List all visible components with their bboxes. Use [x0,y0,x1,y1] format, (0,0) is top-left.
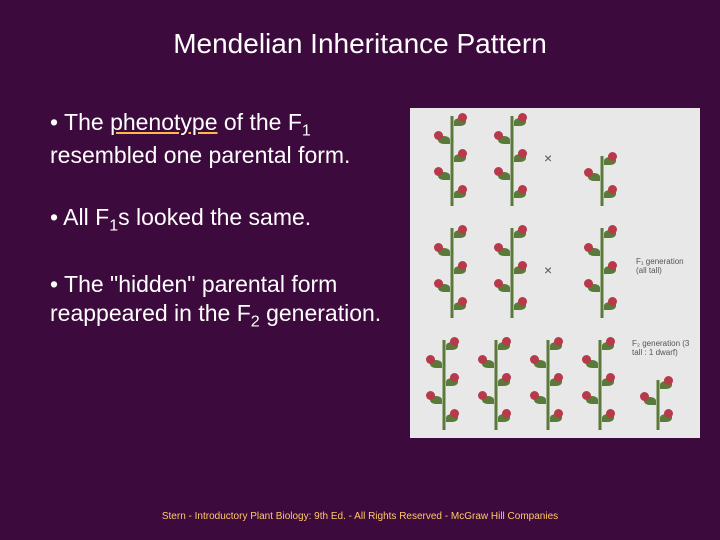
bullet-text: s looked the same. [118,204,311,230]
cross-symbol: × [544,262,552,278]
slide-title: Mendelian Inheritance Pattern [0,0,720,60]
figure-label-f2: F₂ generation (3 tall : 1 dwarf) [632,340,694,358]
plant-icon [428,228,476,318]
bullet-1: • The phenotype of the F1 resembled one … [50,108,410,169]
plant-icon [488,228,536,318]
content-area: • The phenotype of the F1 resembled one … [0,108,720,438]
bullet-2: • All F1s looked the same. [50,203,410,236]
bullet-list: • The phenotype of the F1 resembled one … [50,108,410,438]
plant-icon [576,340,624,430]
bullet-text: resembled one parental form. [50,142,350,168]
subscript: 2 [251,313,260,331]
cross-symbol: × [544,150,552,166]
subscript: 1 [302,122,311,140]
plant-icon [472,340,520,430]
bullet-text: of the F [218,109,302,135]
plant-icon [634,380,682,430]
figure-column: × × F₁ generation (all tall) F₂ generati… [410,108,700,438]
inheritance-diagram: × × F₁ generation (all tall) F₂ generati… [410,108,700,438]
bullet-text: • All F [50,204,109,230]
figure-label-f1: F₁ generation (all tall) [636,258,692,276]
plant-icon [524,340,572,430]
plant-icon [488,116,536,206]
plant-icon [428,116,476,206]
bullet-text: • The [50,109,110,135]
plant-icon [578,228,626,318]
plant-icon [420,340,468,430]
bullet-3: • The "hidden" parental form reappeared … [50,270,410,331]
subscript: 1 [109,217,118,235]
plant-icon [578,156,626,206]
bullet-text: generation. [260,300,381,326]
footer-citation: Stern - Introductory Plant Biology: 9th … [0,511,720,522]
underlined-word: phenotype [110,109,217,135]
